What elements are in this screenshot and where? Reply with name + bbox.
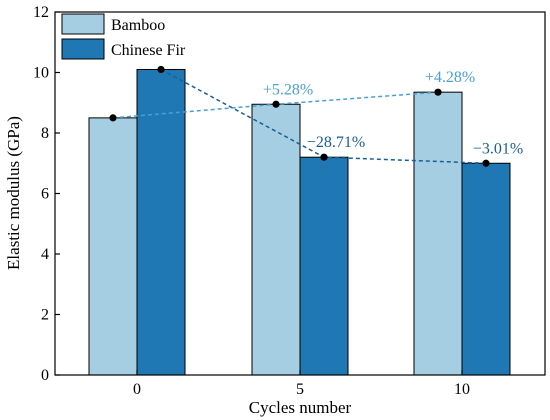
y-tick-label: 8 (41, 125, 49, 142)
annotation-2: −28.71% (307, 134, 365, 151)
data-point-chinese-fir-5 (320, 153, 328, 161)
y-tick-label: 0 (41, 367, 49, 384)
legend: Bamboo Chinese Fir (61, 13, 186, 60)
data-point-chinese-fir-0 (157, 65, 165, 74)
bar-chinese-fir-5 (299, 156, 349, 376)
y-tick-label: 10 (33, 65, 49, 82)
data-point-bamboo-10 (434, 88, 442, 96)
data-point-bamboo-5 (272, 100, 280, 108)
bar-bamboo-10 (413, 91, 463, 376)
bar-chinese-fir-10 (461, 162, 511, 376)
y-axis-ticks: 0 2 4 6 8 10 12 (33, 4, 60, 384)
y-tick-label: 6 (41, 186, 49, 203)
x-tick-label: 0 (133, 381, 141, 398)
annotation-0: +5.28% (263, 81, 313, 98)
trend-layer (109, 65, 490, 167)
bars-layer (88, 68, 511, 376)
y-axis-title: Elastic modulus (GPa) (4, 116, 23, 270)
legend-label-bamboo: Bamboo (111, 17, 165, 34)
y-tick-label: 12 (33, 4, 49, 21)
annotations-layer: +5.28% +4.28% −28.71% −3.01% (263, 69, 523, 157)
y-tick-label: 2 (41, 307, 49, 324)
bar-bamboo-5 (251, 103, 301, 376)
legend-swatch-chinese-fir (61, 38, 105, 60)
y-tick-label: 4 (41, 246, 49, 263)
bar-bamboo-0 (88, 117, 138, 376)
data-point-bamboo-0 (109, 114, 117, 122)
legend-swatch-bamboo (61, 13, 105, 35)
legend-label-chinese-fir: Chinese Fir (111, 42, 186, 59)
x-axis-title: Cycles number (249, 398, 352, 417)
data-point-chinese-fir-10 (482, 159, 490, 167)
x-tick-label: 10 (454, 381, 470, 398)
bar-chinese-fir-0 (136, 68, 186, 376)
annotation-3: −3.01% (473, 140, 523, 157)
x-tick-label: 5 (296, 381, 304, 398)
x-axis-ticks: 0 5 10 (133, 370, 470, 398)
annotation-1: +4.28% (425, 69, 475, 86)
